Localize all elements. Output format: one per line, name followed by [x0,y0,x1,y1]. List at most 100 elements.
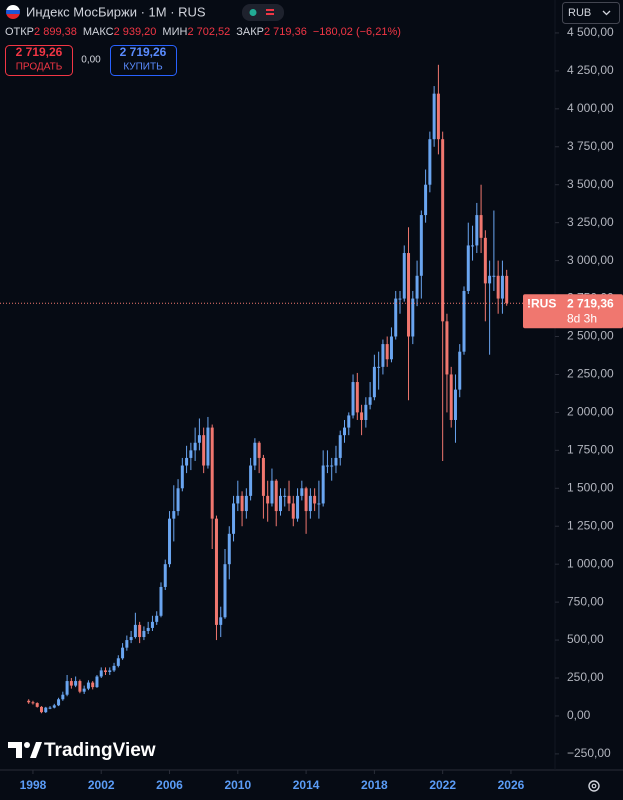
currency-selector[interactable]: RUB [562,2,620,24]
candle-body [270,480,274,504]
spread: 0,00 [81,55,101,66]
price-tag-countdown: 8d 3h [567,311,597,325]
candle-body [266,495,270,504]
candle-body [475,215,479,246]
candle-body [223,564,227,618]
candle-body [330,465,334,467]
candle-body [445,321,449,375]
y-tick-label: 2 500,00 [567,329,614,343]
candle-body [381,344,385,367]
candle-body [142,630,146,638]
settings-icon[interactable] [588,780,600,792]
candle-body [441,139,445,322]
candle-body [159,586,163,616]
y-tick-label: 1 750,00 [567,443,614,457]
candle-body [185,457,189,466]
plot-area [0,64,523,714]
change: −180,02 (−6,21%) [313,26,401,38]
price-tag-symbol: !RUS [527,296,556,310]
candle-body [112,665,116,671]
logo-text: TradingView [44,740,156,761]
candle-body [274,480,278,512]
x-tick-label: 2002 [88,778,115,792]
candle-body [407,253,411,337]
candle-body [193,442,197,451]
candle-body [287,495,291,504]
ohlc-label: МИН [162,26,187,38]
candle-body [95,676,99,688]
buy-button[interactable]: 2 719,26 КУПИТЬ [110,45,177,76]
y-tick-label: 4 000,00 [567,101,614,115]
candle-body [261,457,265,496]
x-tick-label: 2006 [156,778,183,792]
candle-body [453,389,457,420]
candle-body [155,615,159,622]
ohlc-legend: ОТКР 2 899,38 МАКС 2 939,20 МИН 2 702,52 ЗАКР 2… [5,26,401,38]
ohlc-value: 2 702,52 [187,26,230,38]
candle-body [86,682,90,689]
y-tick-label: 250,00 [567,670,604,684]
time-axis: 1998 2002 2006 2010 2014 2018 2022 2026 [20,770,525,792]
sell-price: 2 719,26 [16,45,63,59]
candle-body [108,670,112,672]
candle-body [278,495,282,512]
candle-body [317,503,321,505]
candle-body [313,495,317,504]
candle-body [394,298,398,337]
flag-icon [6,5,20,19]
candle-body [325,465,329,467]
price-tag-box [523,294,623,329]
candle-body [172,511,176,519]
candle-body [35,703,39,707]
y-tick-label: 3 250,00 [567,215,614,229]
candle-body [227,533,231,565]
symbol-title: Индекс МосБиржи · 1М · RUS [26,4,206,19]
candle-body [458,351,462,390]
candle-body [492,275,496,277]
y-tick-label: 750,00 [567,594,604,608]
candle-body [488,275,492,284]
y-tick-label: 4 250,00 [567,63,614,77]
candle-body [244,495,248,512]
candle-body [496,275,500,299]
x-tick-label: 1998 [20,778,47,792]
sell-button[interactable]: 2 719,26 ПРОДАТЬ [5,45,73,76]
candle-body [321,465,325,504]
status-pill[interactable] [242,4,284,21]
candle-body [355,382,359,413]
candle-body [338,435,342,458]
candle-body [214,518,218,625]
candle-body [65,681,69,695]
candle-body [163,564,167,587]
candle-body [360,412,364,420]
candle-body [466,245,470,291]
candle-body [368,397,372,405]
y-tick-label: 1 500,00 [567,480,614,494]
candle-body [44,707,48,713]
ohlc-label: ЗАКР [236,26,264,38]
candle-body [304,488,308,512]
ohlc-value: 2 719,36 [264,26,307,38]
candle-body [402,253,406,299]
candle-body [483,237,487,284]
candle-body [116,658,120,666]
candle-body [146,627,150,631]
y-tick-label: 3 750,00 [567,139,614,153]
candle-body [138,624,142,638]
candle-body [432,93,436,140]
candle-body [240,495,244,512]
candle-body [364,404,368,420]
buy-label: КУПИТЬ [123,62,163,73]
ohlc-value: 2 899,38 [34,26,77,38]
candle-body [385,344,389,360]
candle-body [74,681,78,686]
candle-body [505,275,509,304]
y-tick-label: 2 000,00 [567,405,614,419]
candle-body [48,707,52,709]
y-tick-label: 4 500,00 [567,25,614,39]
candle-body [449,374,453,420]
candle-body [129,637,133,641]
